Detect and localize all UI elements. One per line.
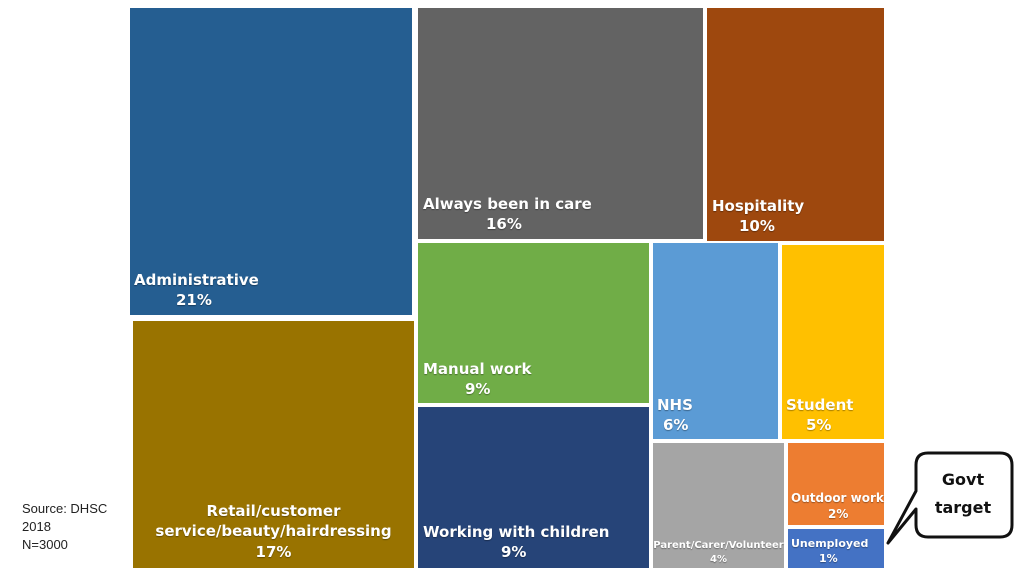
- tile-label: Administrative 21%: [134, 270, 259, 311]
- tile-percent: 9%: [501, 543, 527, 562]
- sample-size-line: N=3000: [22, 537, 68, 552]
- tile-percent: 1%: [819, 551, 838, 565]
- tile-name: Parent/Carer/Volunteer: [653, 540, 784, 551]
- tile-name: Unemployed: [791, 537, 869, 550]
- tile-name: Student: [786, 396, 854, 414]
- source-note: Source: DHSC 2018 N=3000: [22, 500, 107, 554]
- tile-name: Outdoor work: [791, 491, 884, 505]
- tile-name: Manual work: [423, 360, 532, 378]
- callout-bubble: [886, 451, 1014, 545]
- callout-bubble-shape: [886, 451, 1014, 545]
- callout-line: target: [934, 498, 992, 517]
- year-line: 2018: [22, 519, 51, 534]
- tile-name: NHS: [657, 396, 693, 414]
- tile-label: Outdoor work 2%: [791, 490, 884, 522]
- tile-label: Student 5%: [786, 395, 853, 436]
- source-line: Source: DHSC: [22, 501, 108, 516]
- tile-label: Unemployed 1%: [791, 537, 868, 567]
- treemap-tile: Student 5%: [780, 243, 886, 441]
- tile-label: Retail/customer service/beauty/hairdressi…: [133, 501, 414, 562]
- tile-name: service/beauty/hairdressing: [155, 522, 392, 541]
- treemap-tile: Administrative 21%: [128, 6, 414, 317]
- tile-name: Retail/customer: [206, 502, 341, 520]
- treemap-tile: Hospitality 10%: [705, 6, 886, 243]
- tile-percent: 4%: [710, 553, 727, 565]
- treemap-tile: NHS 6%: [651, 241, 780, 441]
- tile-label: NHS 6%: [657, 395, 693, 436]
- tile-percent: 5%: [806, 416, 832, 435]
- tile-label: Parent/Carer/Volunteer 4%: [653, 539, 784, 566]
- tile-label: Hospitality 10%: [712, 196, 804, 237]
- treemap-tile: Unemployed 1%: [786, 527, 886, 570]
- treemap-tile: Retail/customer service/beauty/hairdressi…: [131, 319, 416, 570]
- tile-label: Working with children 9%: [423, 522, 609, 563]
- tile-percent: 6%: [663, 416, 689, 435]
- tile-percent: 10%: [739, 217, 775, 236]
- tile-name: Always been in care: [423, 195, 592, 213]
- treemap-tile: Always been in care 16%: [416, 6, 705, 241]
- tile-name: Hospitality: [712, 197, 805, 215]
- tile-percent: 9%: [465, 380, 491, 399]
- treemap-tile: Outdoor work 2%: [786, 441, 886, 527]
- tile-name: Administrative: [134, 271, 259, 289]
- callout-text: Govt target: [915, 466, 1011, 522]
- tile-percent: 16%: [486, 215, 522, 234]
- treemap-tile: Parent/Carer/Volunteer 4%: [651, 441, 786, 570]
- tile-label: Always been in care 16%: [423, 194, 592, 235]
- tile-percent: 2%: [828, 507, 849, 522]
- callout-line: Govt: [941, 470, 985, 489]
- tile-percent: 21%: [176, 291, 212, 310]
- treemap-tile: Working with children 9%: [416, 405, 651, 570]
- tile-label: Manual work 9%: [423, 359, 531, 400]
- tile-name: Working with children: [423, 523, 610, 541]
- treemap-tile: Manual work 9%: [416, 241, 651, 405]
- tile-percent: 17%: [255, 542, 292, 561]
